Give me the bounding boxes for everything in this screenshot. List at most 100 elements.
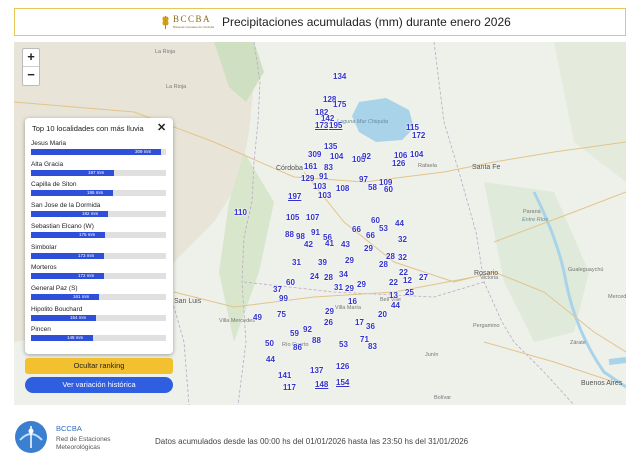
station-marker[interactable]: 44: [391, 301, 400, 310]
station-marker[interactable]: 20: [378, 310, 387, 319]
station-marker[interactable]: 29: [364, 244, 373, 253]
station-marker[interactable]: 197: [288, 192, 302, 201]
station-marker[interactable]: 53: [339, 340, 348, 349]
station-marker[interactable]: 41: [325, 239, 334, 248]
station-marker[interactable]: 29: [345, 256, 354, 265]
station-marker[interactable]: 60: [371, 216, 380, 225]
station-marker[interactable]: 142: [321, 114, 335, 123]
station-marker[interactable]: 16: [348, 297, 357, 306]
station-marker[interactable]: 27: [419, 273, 428, 282]
station-marker[interactable]: 173: [315, 121, 329, 130]
station-marker[interactable]: 32: [398, 235, 407, 244]
station-marker[interactable]: 103: [318, 191, 332, 200]
station-marker[interactable]: 137: [310, 366, 324, 375]
station-marker[interactable]: 99: [279, 294, 288, 303]
station-marker[interactable]: 39: [318, 258, 327, 267]
station-marker[interactable]: 24: [310, 272, 319, 281]
station-marker[interactable]: 31: [334, 283, 343, 292]
station-marker[interactable]: 126: [392, 159, 406, 168]
station-marker[interactable]: 91: [311, 228, 320, 237]
station-marker[interactable]: 66: [352, 225, 361, 234]
station-marker[interactable]: 109: [379, 178, 393, 187]
historical-variation-button[interactable]: Ver variación histórica: [25, 377, 173, 393]
station-marker[interactable]: 134: [333, 72, 347, 81]
station-marker[interactable]: 49: [253, 313, 262, 322]
close-icon[interactable]: ✕: [157, 122, 167, 134]
zoom-out-button[interactable]: −: [27, 67, 35, 82]
hide-ranking-button[interactable]: Ocultar ranking: [25, 358, 173, 374]
station-marker[interactable]: 22: [399, 268, 408, 277]
station-marker[interactable]: 34: [339, 270, 348, 279]
station-marker[interactable]: 25: [405, 288, 414, 297]
station-marker[interactable]: 154: [336, 378, 350, 387]
station-marker[interactable]: 71: [360, 335, 369, 344]
station-marker[interactable]: 13: [389, 291, 398, 300]
station-marker[interactable]: 32: [398, 253, 407, 262]
station-marker[interactable]: 28: [324, 273, 333, 282]
station-marker[interactable]: 103: [313, 182, 327, 191]
station-marker[interactable]: 105: [286, 213, 300, 222]
station-marker[interactable]: 42: [304, 240, 313, 249]
station-marker[interactable]: 60: [384, 185, 393, 194]
station-marker[interactable]: 135: [324, 142, 338, 151]
station-marker[interactable]: 97: [359, 175, 368, 184]
station-marker[interactable]: 56: [323, 233, 332, 242]
ranking-bar: [31, 211, 108, 218]
station-marker[interactable]: 106: [394, 151, 408, 160]
station-marker[interactable]: 86: [293, 343, 302, 352]
ranking-bar-track: 182 mm: [31, 211, 166, 218]
station-marker[interactable]: 37: [273, 285, 282, 294]
station-marker[interactable]: 29: [345, 284, 354, 293]
station-marker[interactable]: 36: [366, 322, 375, 331]
station-marker[interactable]: 126: [336, 362, 350, 371]
station-marker[interactable]: 91: [319, 172, 328, 181]
station-marker[interactable]: 50: [265, 339, 274, 348]
station-marker[interactable]: 182: [315, 108, 329, 117]
station-marker[interactable]: 92: [362, 152, 371, 161]
ranking-bar-track: 195 mm: [31, 190, 166, 197]
station-marker[interactable]: 129: [301, 174, 315, 183]
station-marker[interactable]: 88: [285, 230, 294, 239]
station-marker[interactable]: 26: [324, 318, 333, 327]
station-marker[interactable]: 195: [329, 121, 343, 130]
station-marker[interactable]: 17: [355, 318, 364, 327]
station-marker[interactable]: 161: [304, 162, 318, 171]
station-marker[interactable]: 115: [406, 123, 419, 132]
station-marker[interactable]: 83: [368, 342, 377, 351]
station-marker[interactable]: 175: [333, 100, 347, 109]
station-marker[interactable]: 66: [366, 231, 375, 240]
station-marker[interactable]: 29: [325, 307, 334, 316]
station-marker[interactable]: 172: [412, 131, 426, 140]
station-marker[interactable]: 53: [379, 224, 388, 233]
station-marker[interactable]: 141: [278, 371, 292, 380]
zoom-in-button[interactable]: +: [23, 49, 39, 67]
station-marker[interactable]: 22: [389, 278, 398, 287]
station-marker[interactable]: 12: [403, 276, 412, 285]
ranking-bar: [31, 190, 113, 197]
station-marker[interactable]: 117: [283, 383, 296, 392]
station-marker[interactable]: 28: [379, 260, 388, 269]
station-marker[interactable]: 75: [277, 310, 286, 319]
station-marker[interactable]: 128: [323, 95, 337, 104]
station-marker[interactable]: 88: [312, 336, 321, 345]
station-marker[interactable]: 104: [330, 152, 344, 161]
station-marker[interactable]: 58: [368, 183, 377, 192]
station-marker[interactable]: 104: [410, 150, 424, 159]
station-marker[interactable]: 148: [315, 380, 329, 389]
station-marker[interactable]: 29: [357, 280, 366, 289]
station-marker[interactable]: 108: [336, 184, 350, 193]
station-marker[interactable]: 28: [386, 252, 395, 261]
station-marker[interactable]: 44: [395, 219, 404, 228]
station-marker[interactable]: 43: [341, 240, 350, 249]
station-marker[interactable]: 92: [303, 325, 312, 334]
station-marker[interactable]: 60: [286, 278, 295, 287]
station-marker[interactable]: 105: [352, 155, 366, 164]
station-marker[interactable]: 44: [266, 355, 275, 364]
station-marker[interactable]: 98: [296, 232, 305, 241]
station-marker[interactable]: 110: [234, 208, 247, 217]
station-marker[interactable]: 309: [308, 150, 322, 159]
station-marker[interactable]: 83: [324, 163, 333, 172]
station-marker[interactable]: 107: [306, 213, 320, 222]
station-marker[interactable]: 31: [292, 258, 301, 267]
station-marker[interactable]: 59: [290, 329, 299, 338]
